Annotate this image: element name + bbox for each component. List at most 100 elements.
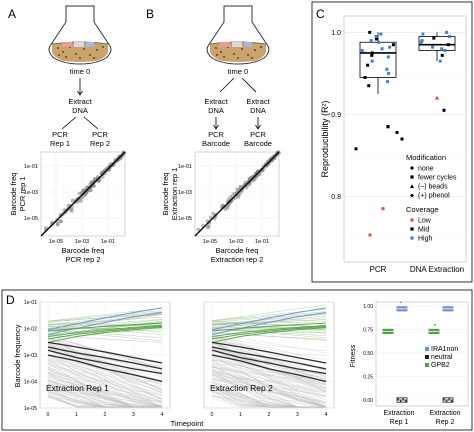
legend-coverage-low: Low (418, 218, 432, 225)
step-pcr-rep1-line2: Rep 1 (50, 139, 70, 148)
scatter-a-xtick: 1e-01 (101, 239, 115, 245)
lineage-line (47, 333, 163, 370)
lineage-line (47, 322, 163, 326)
panel-d-xtick: 0 (47, 412, 50, 418)
scatter-b-xlabel-line1: Barcode freq (216, 246, 259, 255)
series-line (47, 326, 163, 343)
reproducibility-point (367, 84, 371, 88)
fitness-point (385, 331, 388, 334)
scatter-a-ylabel-line2: PCR rep 1 (18, 176, 27, 211)
lineage-line (47, 360, 163, 408)
lineage-line (47, 319, 163, 329)
lineage-line (47, 360, 163, 384)
reproducibility-point (443, 48, 447, 52)
reproducibility-point (431, 45, 435, 49)
reproducibility-point (447, 35, 451, 38)
series-line (211, 307, 327, 331)
panel-b: B time 0 Extract DNA Extract DNA PCR Bar… (146, 5, 281, 264)
lineage-line (47, 372, 163, 408)
panel-d: D Barcode frequency 1e-01 1e-02 1e-03 1e… (1, 289, 473, 431)
series-line (47, 354, 163, 383)
lineage-line (211, 341, 327, 356)
barcode-point (56, 221, 60, 226)
panel-d-ytick: 1e-04 (24, 380, 37, 386)
scatter-b-ytick: 1e-01 (178, 164, 192, 170)
lineage-line (211, 360, 327, 408)
scatter-b-xtick: 1e-01 (255, 239, 269, 245)
series-line (47, 325, 163, 340)
scatter-a-ytick: 1e-03 (24, 190, 38, 196)
fitness-point (448, 306, 451, 309)
reproducibility-point (363, 76, 367, 79)
step-extract-dna-b1-line2: DNA (208, 106, 224, 115)
lineage-line (211, 363, 327, 381)
reproducibility-point (368, 233, 372, 237)
panel-c-ytick: 1.0 (331, 30, 341, 37)
panel-c-points (354, 30, 451, 237)
lineage-line (47, 354, 163, 396)
scatter-a-ylabel-line1: Barcode freq (9, 173, 18, 216)
step-extract-dna-b2-line2: DNA (250, 106, 266, 115)
reproducibility-point (374, 37, 378, 41)
scatter-a-ytick: 1e-01 (24, 164, 38, 170)
lineage-line (211, 333, 327, 390)
scatter-b-ylabel-line2: Extraction rep 1 (170, 168, 179, 221)
lineage-line (211, 311, 327, 322)
lineage-line (211, 337, 327, 361)
panel-c-legend: Modification none fewer cycles (–) beads… (406, 153, 457, 243)
lineage-line (47, 338, 163, 376)
flask-a-time-label: time 0 (70, 67, 90, 76)
panel-d-ylabel: Barcode frequency (13, 324, 22, 387)
fitness-point (431, 331, 434, 334)
reproducibility-point (440, 53, 444, 57)
step-pcr-barcode-b2-line2: Barcode (244, 139, 272, 148)
reproducibility-point (388, 45, 392, 49)
barcode-point (235, 187, 239, 192)
flask-a (48, 5, 112, 65)
legend-gpb2-swatch (425, 363, 429, 367)
series-line (211, 326, 327, 343)
scatter-a-xtick: 1e-05 (49, 239, 63, 245)
panel-d-xtick: 4 (161, 412, 164, 418)
panel-d-letter: D (6, 293, 15, 307)
lineage-line (47, 365, 163, 399)
panel-d-ytick: 1e-03 (24, 353, 37, 359)
lineage-line (47, 376, 163, 407)
reproducibility-point (366, 63, 370, 67)
flask-b (206, 5, 270, 65)
scatter-b-ytick: 1e-05 (178, 216, 192, 222)
barcode-point (77, 198, 81, 203)
lineage-line (47, 307, 163, 322)
lineage-line (47, 375, 163, 406)
series-line (47, 325, 163, 337)
step-pcr-rep2-line2: Rep 2 (90, 139, 110, 148)
lineage-line (47, 381, 163, 408)
fitness-point (391, 331, 393, 334)
fitness-ytick: 0.50 (363, 351, 373, 357)
legend-square-icon (410, 175, 414, 179)
lineage-line (47, 310, 163, 322)
series-line (47, 312, 163, 335)
panel-d-xtick: 0 (211, 412, 214, 418)
legend-mod-minus-beads: (–) beads (418, 184, 448, 191)
fitness-ytick: 0.00 (363, 398, 373, 404)
rep2-label: Extraction Rep 2 (210, 383, 273, 393)
scatter-b-xlabel-line2: Extraction rep 2 (211, 255, 264, 264)
reproducibility-point (354, 147, 358, 151)
fitness-ytick: 0.25 (363, 375, 373, 381)
legend-high-swatch (410, 236, 414, 240)
legend-coverage-high: High (418, 236, 433, 243)
reproducibility-point (442, 108, 446, 112)
fitness-point (400, 301, 402, 304)
panel-d-ytick: 1e-05 (24, 406, 37, 412)
legend-gpb2: GPB2 (431, 362, 450, 369)
step-pcr-rep1-line1: PCR (52, 130, 68, 139)
panel-b-letter: B (146, 7, 154, 21)
rep1-lines (47, 307, 163, 408)
lineage-line (211, 342, 327, 381)
reproducibility-point (438, 59, 442, 63)
lineage-line (211, 371, 327, 397)
lineage-line (47, 362, 163, 408)
fitness-point (399, 309, 402, 311)
panel-d-xtick: 2 (104, 412, 107, 418)
